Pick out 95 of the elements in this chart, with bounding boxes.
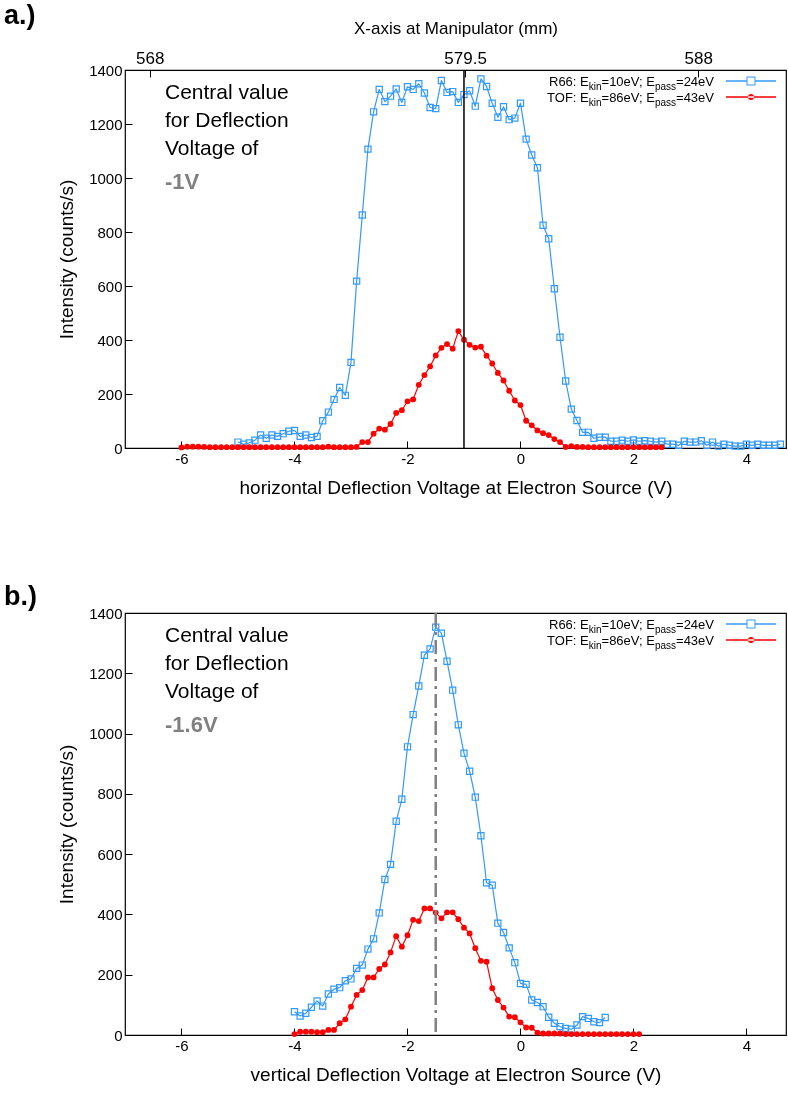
point — [550, 1019, 559, 1027]
point — [460, 749, 468, 757]
x-tick-label: -6 — [175, 1036, 189, 1054]
point — [392, 817, 400, 825]
x2-axis-title: X-axis at Manipulator (mm) — [353, 18, 559, 38]
y-tick-label: 600 — [97, 845, 123, 863]
point — [341, 977, 350, 985]
point — [561, 1024, 570, 1033]
y-tick-label: 1200 — [89, 664, 123, 682]
point — [369, 935, 378, 943]
x2-tick-label: 568 — [136, 48, 165, 68]
point — [375, 909, 383, 917]
point — [482, 879, 491, 887]
point — [415, 682, 423, 690]
x-tick-label: 4 — [742, 1036, 752, 1054]
point — [477, 832, 485, 840]
point — [420, 651, 429, 659]
point — [443, 657, 451, 665]
x-tick-label: -4 — [288, 1036, 302, 1054]
point — [403, 743, 412, 751]
point — [319, 1002, 327, 1010]
y-tick-label: 1000 — [89, 169, 123, 187]
point — [499, 928, 508, 937]
point — [601, 1013, 609, 1022]
point — [545, 1013, 553, 1021]
point — [578, 1012, 587, 1021]
point — [533, 998, 542, 1007]
point — [595, 1018, 604, 1027]
point — [448, 686, 457, 694]
point — [313, 997, 321, 1005]
y-axis-title: Intensity (counts/s) — [56, 744, 78, 905]
point — [381, 875, 389, 884]
x-axis-title: vertical Deflection Voltage at Electron Source (V) — [250, 1063, 662, 1085]
point — [398, 795, 406, 803]
y-tick-label: 1400 — [89, 61, 123, 79]
point — [409, 710, 417, 719]
y-tick-label: 1400 — [89, 604, 123, 622]
point — [290, 1008, 299, 1016]
point — [386, 860, 395, 869]
point — [324, 990, 333, 998]
annotation: Central value for Deflection Voltage of — [165, 623, 289, 702]
point — [488, 881, 496, 889]
x-tick-label: 0 — [516, 449, 526, 467]
x-axis-title: horizontal Deflection Voltage at Electron Source (V) — [239, 476, 673, 498]
y-tick-label: 1000 — [89, 725, 123, 743]
x-tick-label: -6 — [175, 449, 189, 467]
x-tick-label: 2 — [629, 449, 639, 467]
x-tick-label: -4 — [288, 449, 302, 467]
point — [454, 721, 463, 729]
x-tick-label: 0 — [516, 1036, 526, 1054]
point — [426, 645, 434, 653]
annotation: -1.6V — [165, 712, 218, 737]
point — [505, 944, 513, 952]
point — [465, 767, 474, 775]
y-tick-label: 400 — [97, 905, 123, 923]
x-tick-label: 4 — [742, 449, 752, 467]
point — [573, 1021, 581, 1029]
point — [539, 1002, 547, 1011]
y-tick-label: 1200 — [89, 115, 123, 133]
point — [522, 980, 530, 989]
point — [590, 1018, 598, 1026]
point — [432, 623, 440, 631]
y-tick-label: 600 — [97, 277, 123, 295]
y-tick-label: 800 — [97, 785, 123, 803]
x-tick-label: -2 — [401, 449, 415, 467]
y-tick-label: 200 — [97, 385, 123, 403]
y-axis-title: Intensity (counts/s) — [56, 179, 78, 340]
point — [471, 793, 479, 801]
point — [516, 979, 525, 988]
y-tick-label: 800 — [97, 223, 123, 241]
point — [302, 1009, 310, 1017]
point — [528, 996, 536, 1004]
chart-title: a.) — [4, 0, 36, 31]
point — [296, 1012, 304, 1020]
x-tick-label: -2 — [401, 1036, 415, 1054]
point — [584, 1014, 592, 1023]
point — [352, 964, 361, 973]
point — [347, 975, 355, 983]
chart-title: b.) — [4, 581, 37, 612]
annotation: Central value for Deflection Voltage of — [165, 80, 289, 159]
annotation: -1V — [165, 169, 200, 194]
x-tick-label: 2 — [629, 1036, 639, 1054]
point — [494, 919, 502, 927]
point — [364, 945, 372, 953]
point — [307, 1003, 316, 1011]
point — [567, 1025, 575, 1033]
y-tick-label: 200 — [97, 966, 123, 984]
point — [437, 629, 446, 637]
point — [511, 958, 519, 967]
point — [330, 985, 338, 993]
point — [358, 961, 366, 969]
x2-tick-label: 588 — [684, 48, 713, 68]
x2-tick-label: 579.5 — [444, 48, 487, 68]
point — [336, 983, 344, 992]
y-tick-label: 400 — [97, 331, 123, 349]
